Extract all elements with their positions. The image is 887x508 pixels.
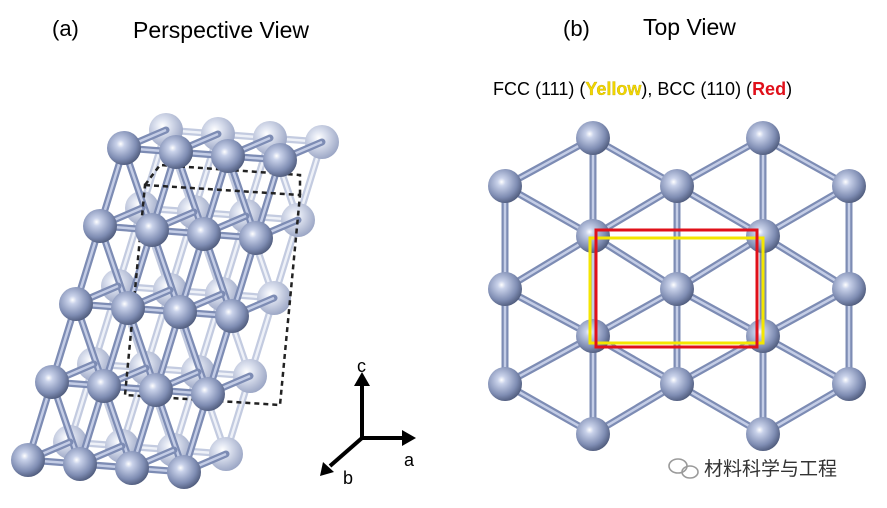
atom (832, 169, 866, 203)
atom (746, 121, 780, 155)
bond-highlight (504, 234, 594, 291)
atom (11, 443, 45, 477)
atom (746, 219, 780, 253)
caption-yellow: Yellow (585, 79, 642, 99)
atom (87, 369, 121, 403)
atom (187, 217, 221, 251)
atom (488, 272, 522, 306)
atom (660, 169, 694, 203)
atom (576, 121, 610, 155)
watermark-icon (668, 458, 699, 479)
panel-title: Perspective View (133, 17, 309, 43)
caption-red: Red (752, 79, 786, 99)
atom (832, 367, 866, 401)
atom (832, 272, 866, 306)
axes-triad (320, 372, 416, 476)
atom (63, 447, 97, 481)
caption-part: FCC (111) ( (493, 79, 585, 99)
axis-label: b (343, 468, 353, 488)
fcc-cell (588, 236, 765, 345)
axis-label: a (404, 450, 415, 470)
perspective-lattice (11, 113, 339, 489)
unit-cell (123, 183, 302, 407)
bcc-cell (594, 228, 759, 349)
atom (107, 131, 141, 165)
watermark: 材料科学与工程 (704, 458, 837, 480)
atom (746, 417, 780, 451)
caption-part: ), BCC (110) ( (641, 79, 752, 99)
axis-label: c (357, 356, 366, 376)
atom (215, 299, 249, 333)
atom (488, 367, 522, 401)
atom (115, 451, 149, 485)
caption-part: ) (786, 79, 792, 99)
atom (59, 287, 93, 321)
atom (660, 272, 694, 306)
atom (576, 417, 610, 451)
atom (167, 455, 201, 489)
atom (35, 365, 69, 399)
atom (488, 169, 522, 203)
atom (139, 373, 173, 407)
atom (159, 135, 193, 169)
panel-label: (a) (52, 16, 79, 41)
atom (660, 367, 694, 401)
unit-cell (144, 163, 302, 195)
panel-label: (b) (563, 16, 590, 41)
atom (163, 295, 197, 329)
panel-title: Top View (643, 14, 736, 40)
top-lattice (488, 121, 866, 451)
atom (111, 291, 145, 325)
atom (239, 221, 273, 255)
atom (191, 377, 225, 411)
atom (83, 209, 117, 243)
atom (135, 213, 169, 247)
atom (211, 139, 245, 173)
atom (263, 143, 297, 177)
atom (576, 219, 610, 253)
caption: FCC (111) (Yellow), BCC (110) (Red) (493, 79, 792, 99)
